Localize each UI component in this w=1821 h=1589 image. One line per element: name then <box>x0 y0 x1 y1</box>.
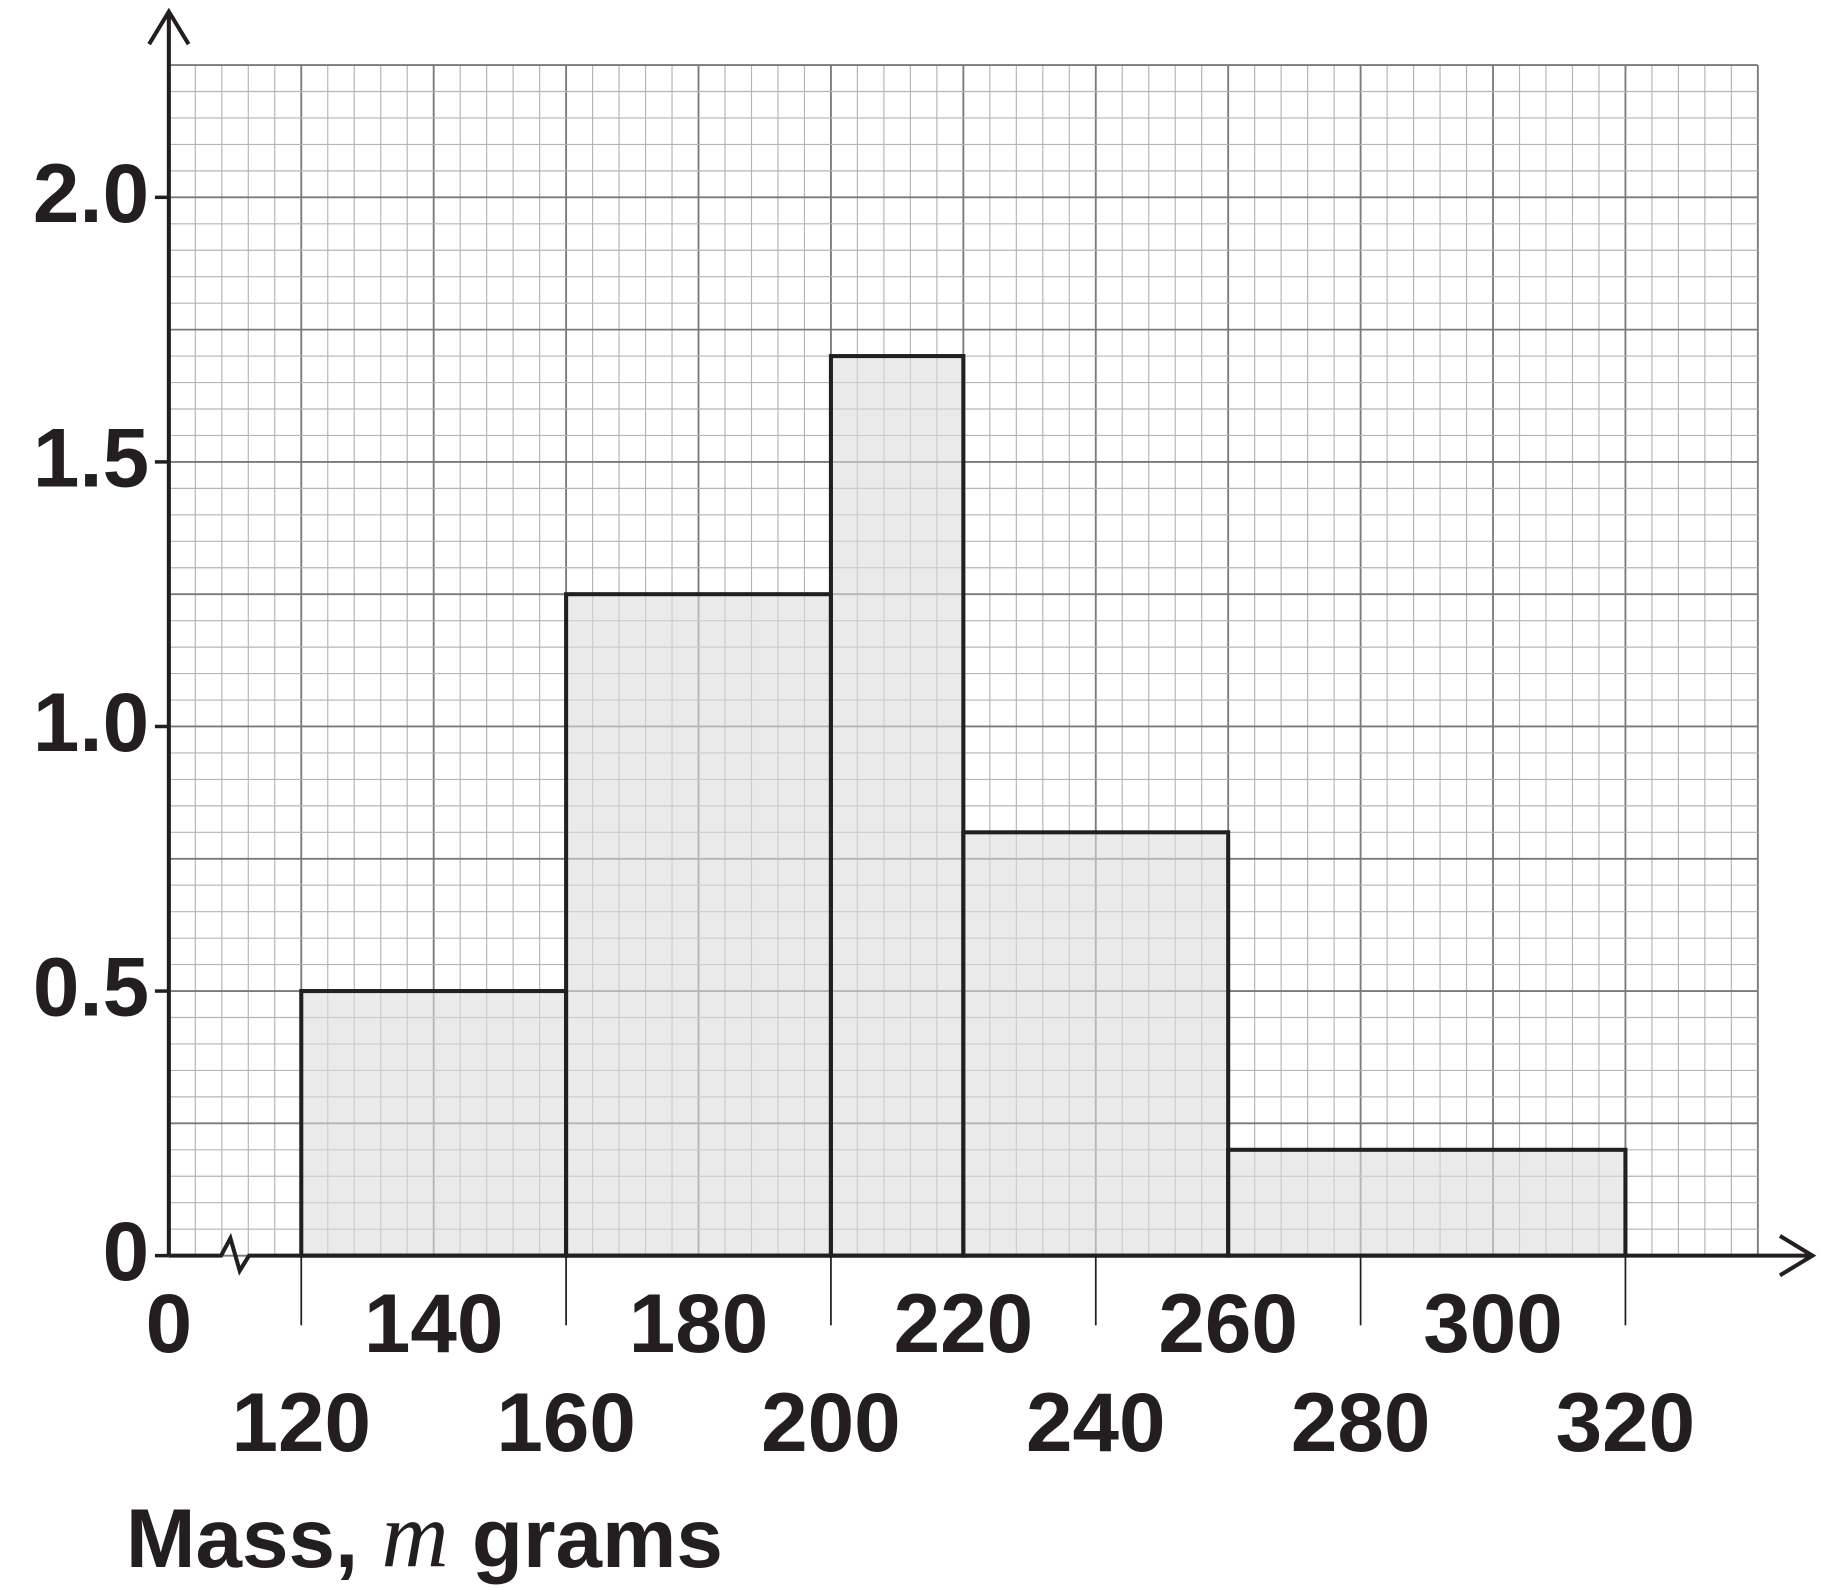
y-tick-label: 1.5 <box>33 410 149 504</box>
histogram-bar <box>1226 1147 1628 1258</box>
x-tick-label: 140 <box>364 1276 504 1370</box>
histogram-bar <box>961 830 1231 1258</box>
y-tick-label: 2.0 <box>33 146 149 240</box>
x-tick-label: 320 <box>1556 1375 1696 1469</box>
y-axis <box>147 7 191 1256</box>
histogram-bar <box>299 989 569 1258</box>
x-tick-label: 280 <box>1291 1375 1431 1469</box>
x-tick-label: 120 <box>232 1375 372 1469</box>
x-axis <box>168 1232 1817 1278</box>
x-tick-label: 300 <box>1423 1276 1563 1370</box>
x-label-part: Mass, <box>126 1491 382 1585</box>
x-tick-label: 0 <box>146 1276 193 1370</box>
x-tick-label: 180 <box>629 1276 769 1370</box>
y-tick-label: 1.0 <box>33 675 149 769</box>
axes <box>147 7 1817 1278</box>
x-label-variable: m <box>382 1484 449 1587</box>
x-label-part: grams <box>449 1491 723 1585</box>
x-tick-label: 160 <box>496 1375 636 1469</box>
histogram-bar <box>828 354 966 1258</box>
histogram-bar <box>564 592 833 1258</box>
x-axis-label: Mass, m grams <box>126 1484 723 1587</box>
x-tick-label: 200 <box>761 1375 901 1469</box>
x-tick-label: 220 <box>894 1276 1034 1370</box>
y-tick-label: 0.5 <box>33 939 149 1033</box>
x-tick-label: 260 <box>1158 1276 1298 1370</box>
y-tick-label: 0 <box>103 1204 150 1298</box>
bars <box>299 354 1628 1258</box>
x-tick-label: 240 <box>1026 1375 1166 1469</box>
